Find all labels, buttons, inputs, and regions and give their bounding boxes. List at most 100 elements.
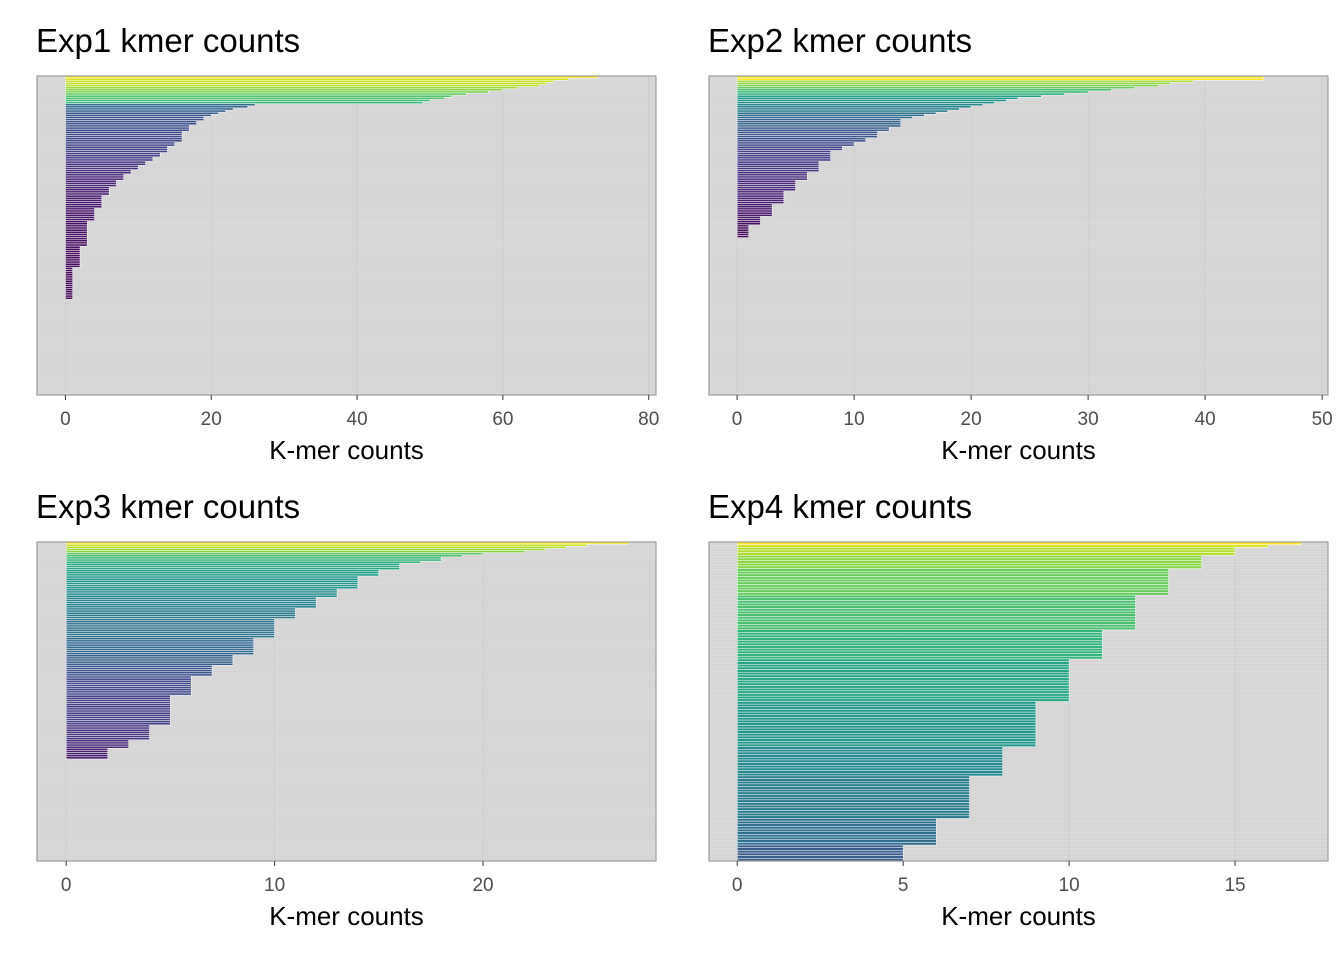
bar [736,233,750,236]
bar [736,650,1103,654]
bar [65,258,81,262]
bar [736,645,1103,649]
bar [736,690,1070,694]
bar [65,143,176,147]
bar [65,665,213,668]
bar [736,122,902,126]
bar [65,586,359,590]
bar [65,250,81,253]
bar [65,658,234,662]
x-tick-label: 10 [264,875,285,896]
x-tick-label: 40 [1195,409,1216,430]
bar [65,80,555,83]
chart-panel-exp4: 0 5 10 15 K-mer counts Exp4 kmer counts [672,466,1344,946]
bar [736,844,904,848]
bar [736,169,820,172]
bar [736,802,970,806]
bar [65,582,359,585]
bar [736,608,1136,612]
bar [65,190,110,194]
bar [65,216,95,219]
bar [736,605,1136,609]
bar [65,290,73,294]
bar [736,815,970,819]
bar [736,97,1019,100]
bar [65,122,197,126]
bar [736,759,1003,763]
bar [736,194,785,198]
bar [65,575,359,579]
bar [736,637,1103,641]
bar [736,162,820,166]
bar [736,109,948,113]
bar [736,576,1169,580]
bar [736,642,1103,646]
bar [736,213,773,217]
bar [736,754,1003,758]
bar [736,77,1264,81]
bar [736,698,1070,702]
bar [736,560,1203,564]
bar [736,177,808,181]
bar [65,720,171,724]
bar [736,156,831,160]
bar [65,252,81,255]
bar [65,543,588,547]
bar [736,855,904,859]
x-tick-label: 20 [472,875,493,896]
bar [736,629,1103,633]
bar [736,826,937,830]
bar [736,770,1003,774]
bar [736,794,970,798]
bar [65,743,129,747]
bar [736,669,1070,673]
bar [65,269,73,272]
bar [65,592,338,596]
bar [736,131,878,134]
bar [65,707,171,711]
bar [65,145,168,149]
bar [736,124,902,128]
bar [736,226,750,230]
x-tick-label: 0 [732,409,743,430]
bar [65,546,567,549]
bar [65,667,213,670]
bar [736,165,820,168]
bar [65,724,150,728]
bar [65,201,103,204]
bar [65,84,540,87]
bar [65,162,146,166]
chart-title: Exp4 kmer counts [708,488,973,525]
bar [65,752,109,755]
bar [736,207,773,211]
bar [736,584,1169,588]
bar [65,626,275,630]
bar [65,120,197,124]
bar [736,818,937,822]
bar [65,101,423,104]
bar [65,109,227,113]
bar [736,664,1070,668]
bar [65,728,150,732]
x-tick-label: 20 [201,409,222,430]
bar [65,645,255,649]
bar [736,762,1003,766]
bar [65,662,234,666]
bar [65,116,205,119]
bar [736,796,970,801]
bar [736,228,750,232]
bar [736,786,970,790]
x-tick-label: 30 [1078,409,1099,430]
bar [736,224,750,228]
bar [736,158,831,162]
bar [736,613,1136,617]
bar [65,699,171,702]
bar [736,807,970,811]
bar [65,188,110,192]
bar [65,271,73,275]
bar [736,94,1042,98]
bar [736,842,937,846]
bar [736,658,1070,662]
bar [736,120,902,124]
bar [65,560,421,564]
